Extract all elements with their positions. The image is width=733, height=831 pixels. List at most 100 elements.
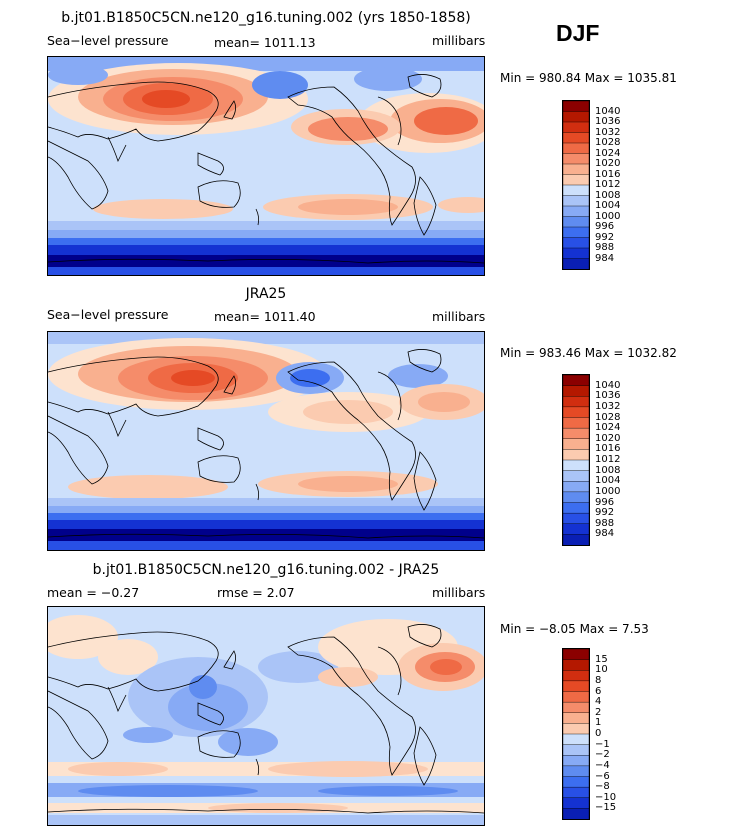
colorbar-level-label: 996 — [595, 496, 615, 508]
colorbar-box — [563, 701, 589, 714]
colorbar-level-label: 1020 — [595, 158, 621, 169]
colorbar-box — [563, 385, 589, 397]
colorbar-box — [563, 375, 589, 387]
colorbar-box — [563, 755, 589, 767]
colorbar-box — [563, 195, 589, 207]
colorbar-level-label: −4 — [595, 759, 610, 771]
colorbar-level-label: 2 — [595, 706, 602, 718]
colorbar-box — [563, 247, 589, 260]
colorbar-level-label: −8 — [595, 781, 610, 793]
panel2-coastlines — [48, 349, 484, 539]
colorbar-box — [563, 649, 589, 661]
colorbar-level-label: 1028 — [595, 411, 621, 423]
colorbar-box — [563, 459, 589, 472]
season-label: DJF — [556, 20, 600, 46]
panel3-coastlines — [48, 624, 484, 814]
panel1-mean-label: mean= 1011.13 — [214, 35, 316, 50]
panel1-map-svg — [48, 57, 484, 275]
colorbar-box — [563, 427, 589, 440]
colorbar-box — [563, 670, 589, 682]
panel2-minmax-label: Min = 983.46 Max = 1032.82 — [500, 346, 677, 360]
panel2-colorbar — [562, 374, 590, 546]
colorbar-level-label: 996 — [595, 221, 615, 232]
colorbar-box — [563, 786, 589, 799]
colorbar-box — [563, 659, 589, 671]
panel3-colorbar — [562, 648, 590, 820]
colorbar-box — [563, 808, 589, 819]
colorbar-level-label: 1008 — [595, 189, 621, 201]
colorbar-box — [563, 765, 589, 778]
colorbar-level-label: 988 — [595, 517, 615, 529]
colorbar-box — [563, 132, 589, 144]
colorbar-box — [563, 101, 589, 113]
colorbar-level-label: 984 — [595, 528, 615, 540]
panel3-rmse-label: rmse = 2.07 — [217, 585, 295, 600]
colorbar-level-label: 1000 — [595, 485, 621, 497]
panel3-title: b.jt01.B1850C5CN.ne120_g16.tuning.002 - … — [92, 562, 440, 578]
colorbar-box — [563, 396, 589, 408]
colorbar-level-label: 1004 — [595, 200, 621, 211]
panel1-colorbar — [562, 100, 590, 270]
colorbar-box — [563, 733, 589, 746]
colorbar-box — [563, 512, 589, 525]
colorbar-box — [563, 723, 589, 735]
panel1-field-label: Sea−level pressure — [47, 33, 169, 48]
colorbar-level-label: 1008 — [595, 464, 621, 476]
colorbar-box — [563, 121, 589, 134]
colorbar-level-label: −6 — [595, 770, 610, 782]
colorbar-level-label: 1016 — [595, 168, 621, 180]
colorbar-box — [563, 184, 589, 197]
colorbar-box — [563, 776, 589, 788]
colorbar-box — [563, 449, 589, 461]
panel1-title: b.jt01.B1850C5CN.ne120_g16.tuning.002 (y… — [61, 10, 471, 26]
colorbar-box — [563, 237, 589, 249]
panel2-map-svg — [48, 332, 484, 550]
colorbar-level-label: 992 — [595, 507, 615, 519]
colorbar-box — [563, 712, 589, 724]
panel1-coastlines — [48, 74, 484, 264]
panel1-minmax-label: Min = 980.84 Max = 1035.81 — [500, 71, 677, 85]
colorbar-box — [563, 502, 589, 514]
colorbar-level-label: 4 — [595, 696, 602, 708]
colorbar-level-label: 1036 — [595, 390, 621, 402]
colorbar-level-label: 1036 — [595, 116, 621, 127]
colorbar-level-label: 984 — [595, 252, 615, 264]
colorbar-box — [563, 216, 589, 228]
colorbar-box — [563, 523, 589, 535]
colorbar-level-label: 1004 — [595, 475, 621, 487]
colorbar-level-label: −10 — [595, 791, 617, 803]
colorbar-box — [563, 142, 589, 155]
panel1-units-label: millibars — [432, 33, 486, 48]
colorbar-box — [563, 481, 589, 493]
panel3-mean-label: mean = −0.27 — [47, 585, 140, 600]
colorbar-level-label: 988 — [595, 242, 615, 253]
colorbar-level-label: 1016 — [595, 443, 621, 455]
colorbar-box — [563, 438, 589, 450]
colorbar-level-label: 1020 — [595, 432, 621, 444]
colorbar-box — [563, 111, 589, 123]
colorbar-box — [563, 797, 589, 809]
colorbar-level-label: 1040 — [595, 105, 621, 117]
colorbar-box — [563, 226, 589, 239]
colorbar-box — [563, 163, 589, 176]
panel3-units-label: millibars — [432, 585, 486, 600]
colorbar-level-label: 6 — [595, 685, 602, 697]
colorbar-level-label: 1024 — [595, 147, 621, 159]
colorbar-level-label: 1012 — [595, 454, 621, 465]
panel2-colorbar-svg — [563, 375, 589, 545]
panel2-title: JRA25 — [245, 286, 287, 302]
panel2-mean-label: mean= 1011.40 — [214, 309, 316, 324]
panel3-map — [47, 606, 485, 826]
colorbar-level-label: 15 — [595, 653, 608, 665]
colorbar-box — [563, 153, 589, 165]
colorbar-level-label: 10 — [595, 664, 608, 676]
colorbar-level-label: 1032 — [595, 126, 621, 138]
panel1-map — [47, 56, 485, 276]
colorbar-box — [563, 744, 589, 756]
colorbar-level-label: 1032 — [595, 400, 621, 412]
colorbar-level-label: 1 — [595, 717, 602, 729]
colorbar-box — [563, 258, 589, 269]
colorbar-level-label: 1040 — [595, 379, 621, 391]
colorbar-level-label: 1012 — [595, 179, 621, 190]
panel1-colorbar-svg — [563, 101, 589, 269]
